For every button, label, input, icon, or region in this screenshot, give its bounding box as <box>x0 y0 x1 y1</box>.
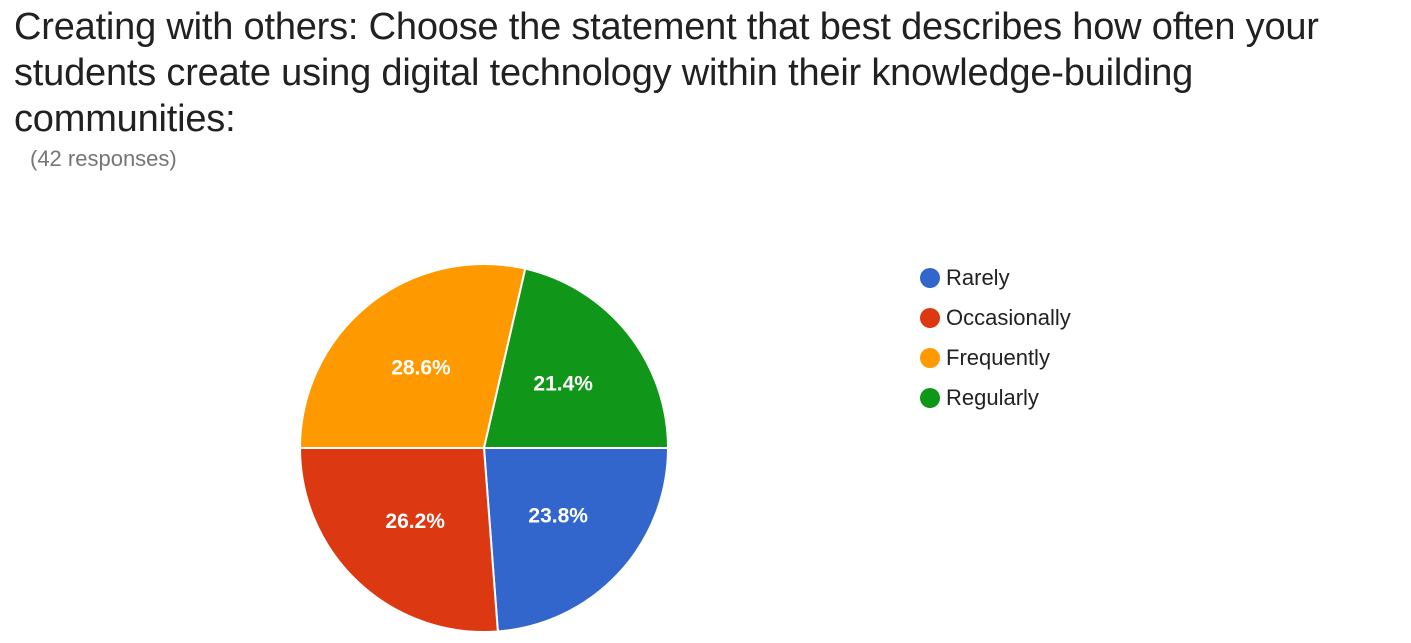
chart-legend: Rarely Occasionally Frequently Regularly <box>920 258 1071 418</box>
pie-slice-label-frequently: 28.6% <box>391 356 451 379</box>
pie-slice-regularly[interactable] <box>482 267 670 449</box>
legend-label-rarely: Rarely <box>946 265 1010 290</box>
legend-item-occasionally[interactable]: Occasionally <box>920 298 1071 338</box>
legend-swatch-rarely <box>920 268 940 288</box>
legend-label-regularly: Regularly <box>946 385 1039 410</box>
legend-swatch-frequently <box>920 348 940 368</box>
legend-swatch-occasionally <box>920 308 940 328</box>
pie-slice-occasionally[interactable] <box>298 447 499 633</box>
question-title: Creating with others: Choose the stateme… <box>14 6 1319 140</box>
legend-label-occasionally: Occasionally <box>946 305 1071 330</box>
legend-swatch-regularly <box>920 388 940 408</box>
response-count: (42 responses) <box>30 146 177 171</box>
legend-label-frequently: Frequently <box>946 345 1050 370</box>
legend-item-frequently[interactable]: Frequently <box>920 338 1071 378</box>
pie-slice-label-occasionally: 26.2% <box>385 510 445 533</box>
legend-item-regularly[interactable]: Regularly <box>920 378 1071 418</box>
legend-item-rarely[interactable]: Rarely <box>920 258 1071 298</box>
pie-slice-label-regularly: 21.4% <box>533 373 593 396</box>
pie-slice-label-rarely: 23.8% <box>528 504 588 527</box>
pie-slice-rarely[interactable] <box>482 447 670 633</box>
pie-slice-frequently[interactable] <box>298 263 527 449</box>
